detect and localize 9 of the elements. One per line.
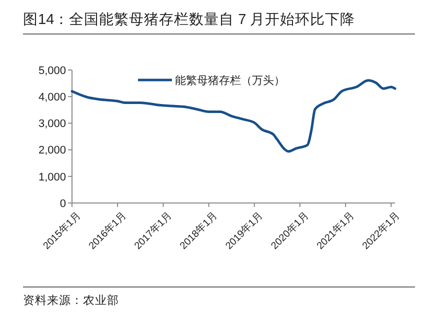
text: 资料来源：农业部 [23,293,119,307]
y-tick-label: 0 [60,198,66,210]
y-tick-label: 2,000 [38,144,66,157]
y-tick-label: 4,000 [38,91,66,104]
chart-title: 图14：全国能繁母猪存栏数量自 7 月开始环比下降 [23,11,356,28]
y-tick-label: 5,000 [38,64,66,77]
y-tick-label: 3,000 [38,118,66,130]
y-tick-label: 1,000 [38,171,66,184]
legend-label: 能繁母猪存栏（万头） [175,74,285,87]
